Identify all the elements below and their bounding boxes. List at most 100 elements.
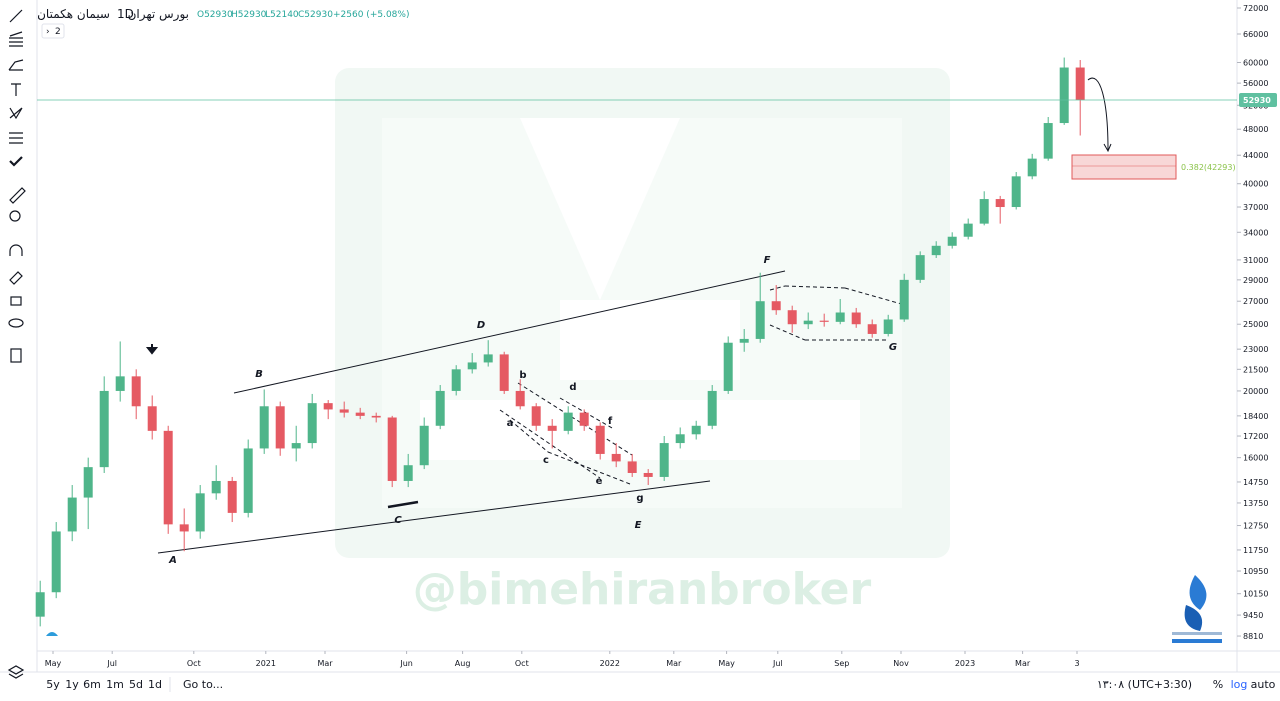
candle-body (275, 406, 285, 449)
x-tick-label: Jun (399, 659, 413, 668)
tv-logo-mark (46, 632, 58, 636)
candle-body (291, 443, 301, 449)
y-tick-label: 16000 (1243, 454, 1268, 463)
candle-body (131, 376, 141, 407)
range-button[interactable]: 5y (46, 678, 60, 691)
ohlc-close: C52930 (298, 10, 333, 20)
candle-body (1011, 176, 1021, 208)
y-tick-label: 11750 (1243, 546, 1268, 555)
y-tick-label: 48000 (1243, 125, 1268, 134)
candle-body (51, 531, 61, 593)
wave-label: c (543, 455, 549, 466)
range-button[interactable]: 1y (65, 678, 79, 691)
candle-body (899, 279, 909, 320)
interval[interactable]: 1D (117, 7, 134, 21)
candle-body (67, 497, 77, 532)
y-tick-label: 18400 (1243, 412, 1268, 421)
y-tick-label: 31000 (1243, 256, 1268, 265)
tool-fib[interactable] (9, 31, 23, 47)
wave-label: g (636, 493, 643, 504)
x-tick-label: 2022 (600, 659, 620, 668)
tool-layers[interactable] (7, 665, 25, 679)
y-tick-label: 56000 (1243, 79, 1268, 88)
tool-text[interactable] (11, 83, 21, 96)
candle-body (259, 406, 269, 449)
indicator-chevron: › (46, 27, 50, 37)
candle-body (739, 338, 749, 343)
tool-lock[interactable] (10, 296, 22, 306)
tool-prediction[interactable] (9, 132, 23, 144)
tool-visibility[interactable] (8, 318, 24, 328)
candle-body (627, 461, 637, 473)
symbol-name[interactable]: سیمان هکمتان (37, 7, 110, 21)
candle-body (531, 406, 541, 426)
tool-check[interactable] (9, 156, 23, 167)
candle-body (995, 199, 1005, 208)
y-tick-label: 20000 (1243, 387, 1268, 396)
candle-body (915, 255, 925, 280)
range-button[interactable]: 5d (129, 678, 143, 691)
x-tick-label: Aug (455, 659, 471, 668)
indicator-toggle[interactable] (41, 23, 65, 39)
y-tick-label: 66000 (1243, 30, 1268, 39)
x-tick-label: Mar (1015, 659, 1031, 668)
y-tick-label: 29000 (1243, 276, 1268, 285)
x-tick-label: Mar (666, 659, 682, 668)
tool-delete[interactable] (10, 348, 22, 363)
x-tick-label: Sep (834, 659, 849, 668)
candle-body (1075, 67, 1085, 100)
candle-body (547, 425, 557, 431)
candle-body (435, 390, 445, 426)
range-button[interactable]: 1m (106, 678, 124, 691)
y-tick-label: 44000 (1243, 151, 1268, 160)
wave-label: G (889, 342, 897, 353)
tool-ruler[interactable] (9, 187, 26, 204)
auto-toggle[interactable]: auto (1251, 678, 1276, 691)
candle-body (1043, 123, 1053, 159)
x-tick-label: 2021 (256, 659, 276, 668)
candle-body (403, 465, 413, 481)
goto-button[interactable]: Go to... (183, 678, 223, 691)
ohlc-high: H52930 (231, 10, 267, 20)
candle-body (851, 312, 861, 325)
candle-body (371, 415, 381, 418)
percent-toggle[interactable]: % (1213, 678, 1223, 691)
candle-body (115, 376, 125, 391)
candle-body (563, 412, 573, 431)
candle-body (83, 467, 93, 498)
candle-body (979, 199, 989, 224)
log-toggle[interactable]: log (1231, 678, 1248, 691)
candle-body (867, 324, 877, 334)
timezone[interactable]: ۱۳:۰۸ (UTC+3:30) (1097, 678, 1192, 691)
wave-label: F (764, 255, 771, 266)
x-tick-label: Jul (106, 659, 117, 668)
ohlc-low: L52140 (265, 10, 299, 20)
candle-body (163, 430, 173, 525)
tool-line[interactable] (9, 9, 23, 23)
tool-brush[interactable] (8, 59, 24, 71)
last-price-box (1239, 92, 1277, 107)
range-button[interactable]: 6m (83, 678, 101, 691)
candle-body (99, 390, 109, 468)
candle-body (323, 403, 333, 410)
tool-magnet[interactable] (9, 244, 23, 256)
candle-body (515, 390, 525, 407)
wave-label: D (477, 320, 485, 331)
candle-body (947, 236, 957, 246)
candle-body (467, 362, 477, 370)
tool-pattern[interactable] (9, 107, 23, 120)
y-tick-label: 25000 (1243, 320, 1268, 329)
fib-label: 0.382(42293) (1181, 163, 1236, 172)
range-button[interactable]: 1d (148, 678, 162, 691)
x-tick-label: Mar (317, 659, 333, 668)
watermark-logo (335, 68, 950, 558)
wave-label: C (394, 515, 402, 526)
tool-zoom[interactable] (9, 210, 21, 222)
candle-body (963, 223, 973, 237)
y-tick-label: 37000 (1243, 203, 1268, 212)
y-tick-label: 10950 (1243, 567, 1268, 576)
y-tick-label: 23000 (1243, 345, 1268, 354)
tool-lock-drawing[interactable] (9, 271, 23, 285)
candle-body (691, 425, 701, 435)
